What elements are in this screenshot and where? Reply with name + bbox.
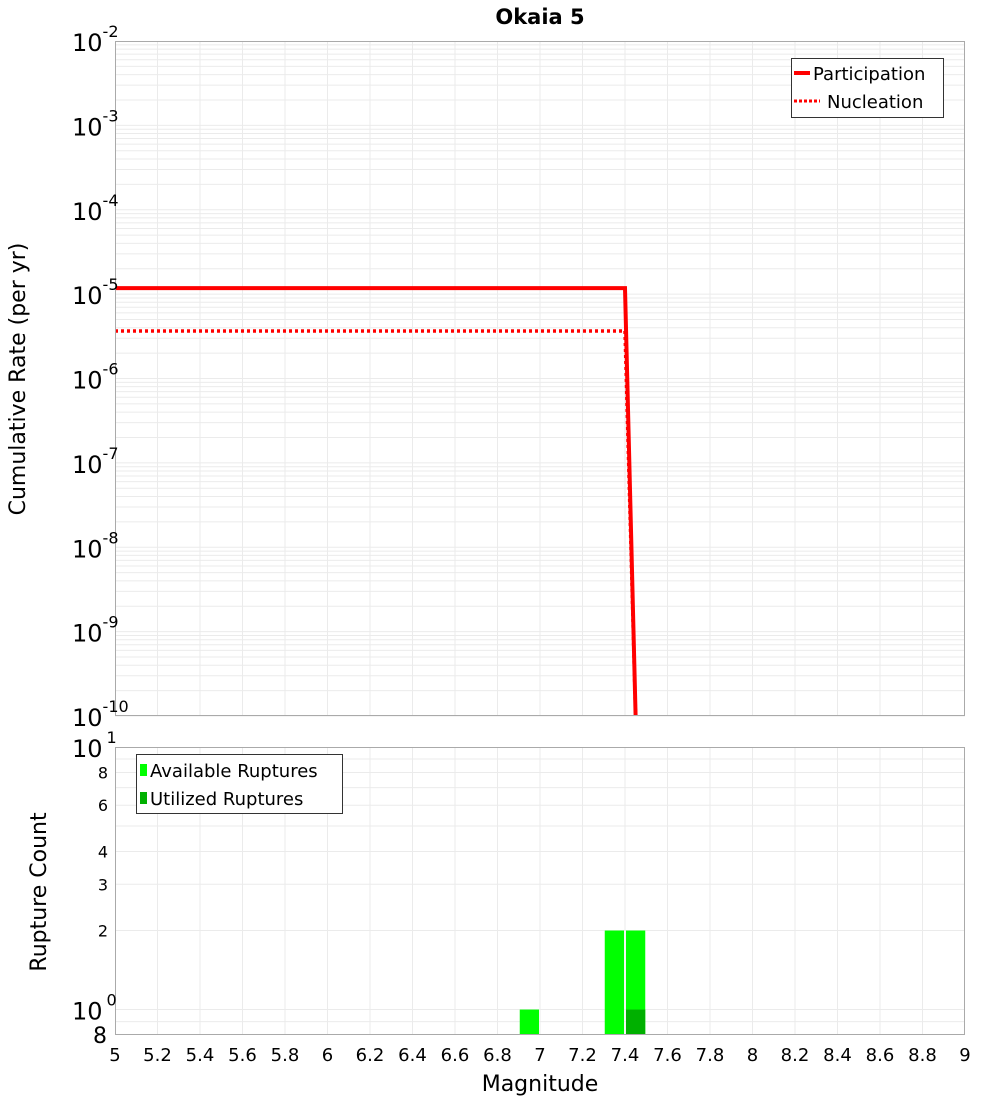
- bar-available-ruptures: [604, 930, 624, 1035]
- y-tick-label: 10-2: [72, 22, 119, 57]
- y-tick-label: 10-3: [72, 106, 119, 141]
- legend-top: Participation Nucleation: [791, 58, 944, 118]
- y-tick-label: 10-5: [72, 275, 119, 310]
- y-tick-label: 6: [98, 796, 108, 815]
- legend-utilized-label: Utilized Ruptures: [150, 789, 303, 810]
- x-tick-label: 8.4: [823, 1045, 852, 1066]
- x-tick-label: 5.4: [186, 1045, 215, 1066]
- x-tick-label: 9: [959, 1045, 970, 1066]
- legend-nucleation-label: Nucleation: [827, 92, 923, 113]
- y-tick-label: 4: [98, 842, 108, 861]
- top-plot: 10-2 10-3 10-4 10-5 10-6 10-7 10-8 10-9 10-10 Oka…: [6, 5, 965, 732]
- series-nucleation: [115, 329, 638, 717]
- legend-available-swatch: [140, 764, 147, 776]
- x-axis-label: Magnitude: [482, 1072, 599, 1097]
- x-tick-label: 7.6: [653, 1045, 682, 1066]
- y-tick-label: 2: [98, 922, 108, 941]
- x-tick-label: 7.2: [568, 1045, 597, 1066]
- chart-title: Okaia 5: [495, 5, 584, 29]
- y-tick-label: 10-4: [72, 191, 119, 226]
- x-tick-label: 5.8: [271, 1045, 300, 1066]
- legend-box: [791, 58, 944, 118]
- x-tick-label: 8: [747, 1045, 758, 1066]
- x-tick-label: 8.2: [781, 1045, 810, 1066]
- x-tick-label: 6: [322, 1045, 333, 1066]
- legend-box: [136, 754, 343, 814]
- legend-bottom: Available Ruptures Utilized Ruptures: [136, 754, 343, 814]
- y-tick-label: 8: [93, 1024, 107, 1049]
- legend-participation-label: Participation: [813, 64, 925, 85]
- x-tick-label: 8.8: [908, 1045, 937, 1066]
- legend-utilized-swatch: [140, 792, 147, 804]
- x-tick-label: 6.2: [356, 1045, 385, 1066]
- x-tick-label: 7.8: [696, 1045, 725, 1066]
- bar-utilized-ruptures: [626, 1009, 646, 1035]
- x-tick-label: 8.6: [866, 1045, 895, 1066]
- y-tick-label: 10-9: [72, 613, 119, 648]
- y-axis-label: Rupture Count: [27, 812, 52, 972]
- y-tick-label: 10-7: [72, 444, 119, 479]
- y-tick-label: 10 0: [72, 991, 117, 1026]
- x-tick-label: 7: [534, 1045, 545, 1066]
- y-tick-label: 10-8: [72, 528, 119, 563]
- y-tick-label: 3: [98, 875, 108, 894]
- top-plot-border: [115, 41, 965, 716]
- x-tick-label: 5: [109, 1045, 120, 1066]
- y-tick-label: 8: [98, 763, 108, 782]
- x-tick-label: 6.6: [441, 1045, 470, 1066]
- x-tick-label: 5.2: [143, 1045, 172, 1066]
- legend-available-label: Available Ruptures: [150, 761, 318, 782]
- x-tick-label: 6.8: [483, 1045, 512, 1066]
- y-tick-label: 10 1: [72, 728, 117, 763]
- x-tick-label: 5.6: [228, 1045, 257, 1066]
- y-tick-label: 10-6: [72, 360, 119, 395]
- x-tick-label: 6.4: [398, 1045, 427, 1066]
- y-axis-label: Cumulative Rate (per yr): [6, 243, 31, 516]
- x-tick-label: 7.4: [611, 1045, 640, 1066]
- bar-available-ruptures: [519, 1009, 539, 1035]
- y-tick-label: 10-10: [72, 697, 129, 732]
- bottom-plot-border: [115, 747, 965, 1035]
- bar-available-ruptures: [626, 930, 646, 1035]
